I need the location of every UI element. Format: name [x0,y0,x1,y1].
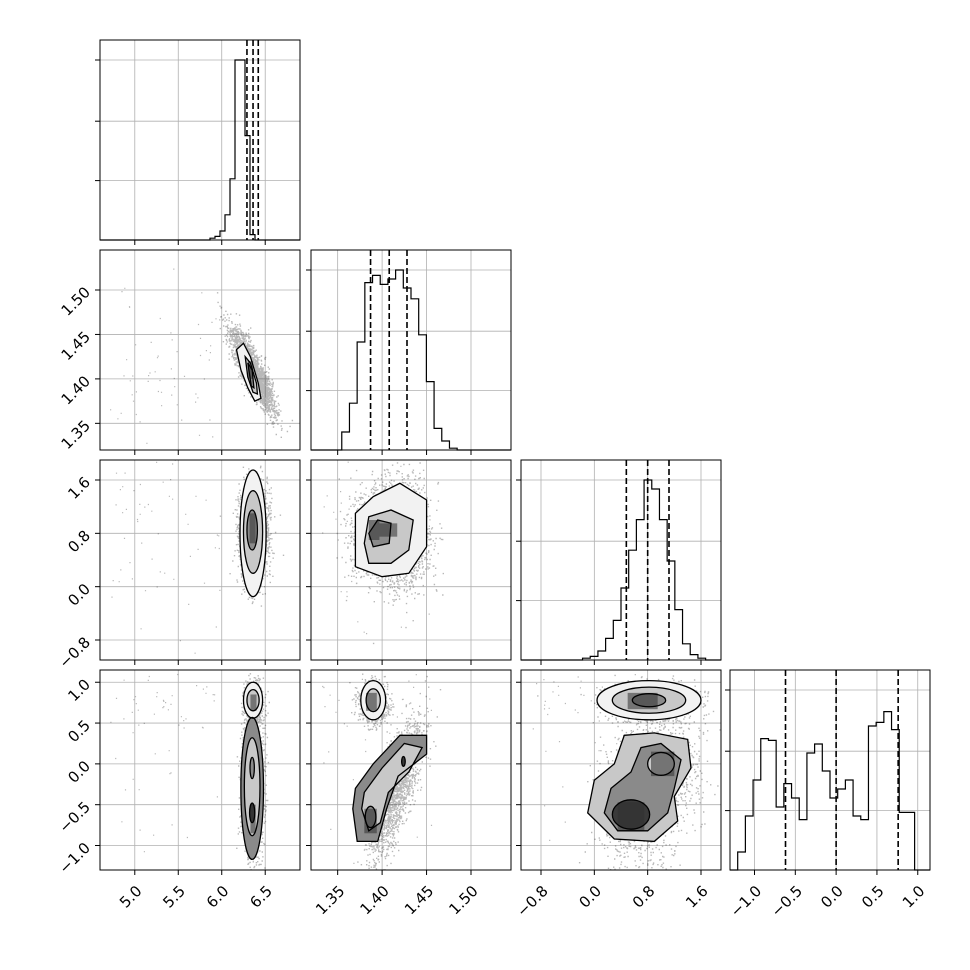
density-peak [250,694,257,711]
density-peak [249,513,256,544]
density-peak [617,802,645,831]
contour-line [249,756,255,780]
contour-line [243,737,261,837]
scatter-panel-0-1 [95,249,301,455]
contour-line [246,509,259,551]
density-peak [368,520,380,540]
histogram-step [730,711,930,871]
contour-line [368,519,392,548]
contour-line [631,693,667,708]
xtick-label-p0: 6.5 [246,882,276,912]
xtick-label-p2: 1.6 [682,882,712,912]
ytick-label-p2: 1.6 [64,473,94,503]
hist-panel-2 [516,459,722,665]
ytick-label-p3: 1.0 [64,676,94,706]
xtick-label-p2: 0.8 [629,882,659,912]
ytick-label-p3: 0.0 [64,757,94,787]
contour-line [365,688,381,713]
xtick-label-p3: 0.0 [817,882,847,912]
xtick-label-p1: 1.50 [445,882,481,918]
panel-frame [520,459,722,661]
density-fill [361,743,423,831]
histogram-step [521,479,721,661]
density-peak [247,361,254,379]
ytick-label-p1: 1.35 [58,417,94,453]
ytick-label-p2: 0.0 [64,580,94,610]
hist-panel-3 [725,669,931,875]
ytick-label-p2: −0.8 [56,633,94,671]
xtick-label-p0: 5.0 [116,882,146,912]
contour-line [586,732,692,843]
panel-frame [310,249,512,451]
density-fill [244,737,260,836]
panel-frame [310,669,512,871]
xtick-label-p1: 1.40 [357,882,393,918]
xtick-label-p2: 0.0 [575,882,605,912]
xtick-label-p3: 1.0 [899,882,929,912]
panel-frame [310,459,512,661]
contour-line [611,799,651,830]
contour-line [235,342,262,402]
contour-line [611,686,687,714]
contour-line [647,751,675,776]
xtick-label-p1: 1.35 [312,882,348,918]
xtick-label-p0: 6.0 [203,882,233,912]
ytick-label-p3: 0.5 [64,716,94,746]
scatter-points [110,268,294,444]
panel-frame [520,669,722,871]
xtick-label-p3: −0.5 [768,882,806,920]
contour-line [603,742,682,832]
xtick-label-p3: 0.5 [858,882,888,912]
scatter-panel-0-2 [95,459,301,665]
scatter-panel-2-3 [516,669,722,875]
contour-line [596,679,702,721]
contour-line [244,354,259,396]
ytick-label-p3: −0.5 [56,798,94,836]
panel-frame [729,669,931,871]
density-peak [250,804,256,834]
density-fill [401,756,406,767]
ytick-label-p1: 1.50 [58,283,94,319]
density-peak [651,751,675,777]
hist-panel-1 [306,249,512,455]
scatter-panel-0-3 [95,669,301,875]
hist-panel-0 [95,39,301,245]
contour-line [248,802,256,824]
xtick-label-p0: 5.5 [159,882,189,912]
ytick-label-p3: −1.0 [56,839,94,877]
density-fill [250,757,255,779]
contour-line [242,490,264,574]
contour-line [354,482,428,578]
histogram-step [311,269,511,451]
ytick-label-p1: 1.40 [58,372,94,408]
scatter-panel-1-3 [306,669,512,875]
contour-line [352,734,428,843]
xtick-label-p1: 1.45 [401,882,437,918]
density-peak [366,692,377,711]
ytick-label-p2: 0.8 [64,527,94,557]
panel-frame [99,459,301,661]
panel-frame [99,669,301,871]
panel-frame [99,39,301,241]
scatter-panel-1-2 [306,459,512,665]
ytick-label-p1: 1.45 [58,328,94,364]
contour-line [360,679,387,721]
panel-frame [99,249,301,451]
contour-line [240,716,265,861]
contour-line [363,509,414,564]
xtick-label-p3: −1.0 [727,882,765,920]
contour-line [364,805,377,829]
contour-line [239,469,267,598]
histogram-step [100,59,300,241]
density-peak [379,523,398,537]
contour-line [247,362,255,390]
contour-line [401,755,406,767]
contour-line [361,742,424,832]
xtick-label-p2: −0.8 [513,882,551,920]
contour-line [246,688,260,712]
